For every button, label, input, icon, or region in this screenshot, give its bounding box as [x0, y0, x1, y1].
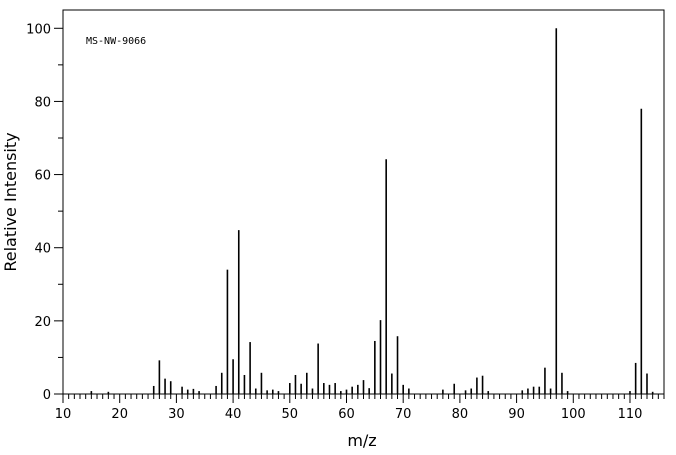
- x-tick-label: 30: [168, 407, 185, 422]
- x-tick-label: 110: [618, 407, 643, 422]
- x-tick-label: 20: [111, 407, 128, 422]
- spectrum-peaks: [90, 28, 654, 394]
- y-tick-label: 0: [43, 388, 51, 403]
- y-tick-label: 40: [34, 242, 51, 257]
- y-tick-label: 20: [34, 315, 51, 330]
- x-tick-label: 60: [338, 407, 355, 422]
- x-tick-label: 10: [55, 407, 72, 422]
- x-tick-label: 50: [282, 407, 299, 422]
- x-tick-label: 90: [508, 407, 525, 422]
- x-tick-label: 40: [225, 407, 242, 422]
- x-tick-label: 70: [395, 407, 412, 422]
- x-axis-title: m/z: [347, 431, 376, 450]
- y-tick-label: 60: [34, 169, 51, 184]
- plot-frame: [62, 9, 665, 395]
- sample-code-annotation: MS-NW-9066: [86, 36, 146, 47]
- x-tick-label: 100: [561, 407, 586, 422]
- x-axis-ticks: 10 20 30 40 50 60 70 80 90 100 110: [55, 394, 665, 422]
- y-tick-label: 80: [34, 95, 51, 110]
- y-tick-label: 100: [26, 22, 51, 37]
- y-axis-title: Relative Intensity: [1, 132, 20, 271]
- y-axis-ticks: 0 20 40 60 80 100: [26, 22, 63, 403]
- x-tick-label: 80: [452, 407, 469, 422]
